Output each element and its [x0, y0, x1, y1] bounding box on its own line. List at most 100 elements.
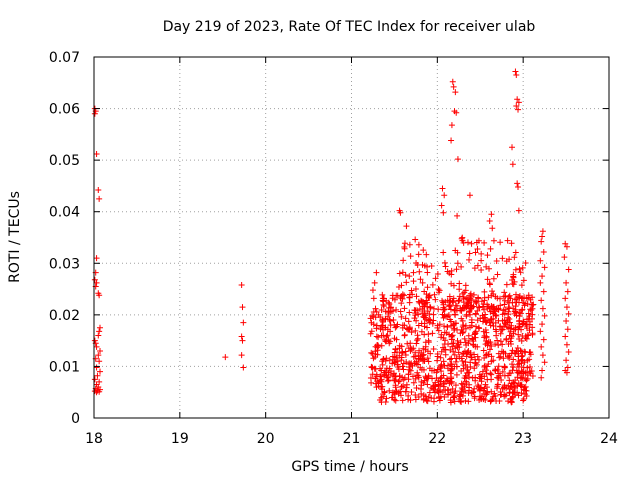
data-point — [440, 380, 447, 387]
data-point — [415, 311, 422, 318]
data-point — [479, 368, 486, 375]
data-point — [378, 332, 385, 339]
data-point — [503, 385, 510, 392]
data-point — [505, 372, 512, 379]
data-point — [502, 306, 509, 313]
data-point — [508, 399, 515, 406]
data-point — [505, 340, 512, 347]
data-point — [403, 279, 410, 286]
data-point — [410, 379, 417, 386]
data-point — [529, 311, 536, 318]
data-point — [466, 192, 473, 199]
data-point — [372, 305, 379, 312]
data-point — [519, 368, 526, 375]
data-point — [509, 361, 516, 368]
y-tick-label: 0.03 — [49, 256, 80, 272]
data-point — [374, 344, 381, 351]
data-point — [440, 335, 447, 342]
data-point — [488, 397, 495, 404]
data-point — [480, 387, 487, 394]
data-point — [501, 382, 508, 389]
data-point — [451, 327, 458, 334]
data-point — [446, 293, 453, 300]
data-point — [486, 217, 493, 224]
data-point — [462, 282, 469, 289]
data-point — [238, 281, 245, 288]
data-point — [425, 331, 432, 338]
data-point — [91, 337, 98, 344]
data-point — [389, 292, 396, 299]
data-point — [433, 369, 440, 376]
data-point — [563, 318, 570, 325]
data-point — [487, 308, 494, 315]
data-point — [460, 329, 467, 336]
data-point — [466, 250, 473, 257]
data-point — [405, 345, 412, 352]
data-point — [537, 279, 544, 286]
data-point — [539, 321, 546, 328]
data-point — [492, 293, 499, 300]
data-point — [434, 270, 441, 277]
data-point — [392, 324, 399, 331]
data-point — [440, 249, 447, 256]
data-point — [452, 382, 459, 389]
data-point — [444, 323, 451, 330]
data-point — [487, 245, 494, 252]
data-point — [526, 356, 533, 363]
data-point — [437, 365, 444, 372]
data-point — [465, 332, 472, 339]
data-point — [494, 271, 501, 278]
data-point — [504, 237, 511, 244]
data-point — [94, 372, 101, 379]
data-point — [399, 324, 406, 331]
data-point — [564, 364, 571, 371]
data-point — [423, 397, 430, 404]
data-point — [519, 264, 526, 271]
data-point — [447, 360, 454, 367]
data-point — [467, 295, 474, 302]
data-point — [443, 329, 450, 336]
data-point — [93, 364, 100, 371]
data-point — [406, 273, 413, 280]
data-point — [402, 271, 409, 278]
data-point — [478, 373, 485, 380]
data-point — [435, 327, 442, 334]
data-point — [454, 344, 461, 351]
data-point — [384, 377, 391, 384]
data-point — [507, 328, 514, 335]
data-point — [538, 297, 545, 304]
data-point — [484, 304, 491, 311]
data-point — [498, 348, 505, 355]
data-point — [508, 240, 515, 247]
data-point — [423, 291, 430, 298]
data-point — [505, 398, 512, 405]
data-point — [465, 340, 472, 347]
data-point — [463, 313, 470, 320]
data-point — [413, 340, 420, 347]
data-point — [503, 281, 510, 288]
data-point — [481, 363, 488, 370]
data-point — [391, 321, 398, 328]
data-point — [441, 346, 448, 353]
data-point — [523, 387, 530, 394]
data-point — [379, 291, 386, 298]
data-point — [414, 335, 421, 342]
chart-title: Day 219 of 2023, Rate Of TEC Index for r… — [163, 19, 536, 35]
data-point — [498, 327, 505, 334]
data-point — [462, 372, 469, 379]
data-point — [398, 300, 405, 307]
data-point — [373, 333, 380, 340]
data-point — [472, 323, 479, 330]
x-tick-label: 24 — [600, 431, 618, 447]
data-point — [485, 294, 492, 301]
data-point — [475, 295, 482, 302]
data-point — [370, 295, 377, 302]
data-point — [95, 332, 102, 339]
data-point — [540, 336, 547, 343]
data-point — [521, 384, 528, 391]
data-point — [510, 273, 517, 280]
data-point — [468, 354, 475, 361]
data-point — [492, 326, 499, 333]
data-point — [465, 398, 472, 405]
